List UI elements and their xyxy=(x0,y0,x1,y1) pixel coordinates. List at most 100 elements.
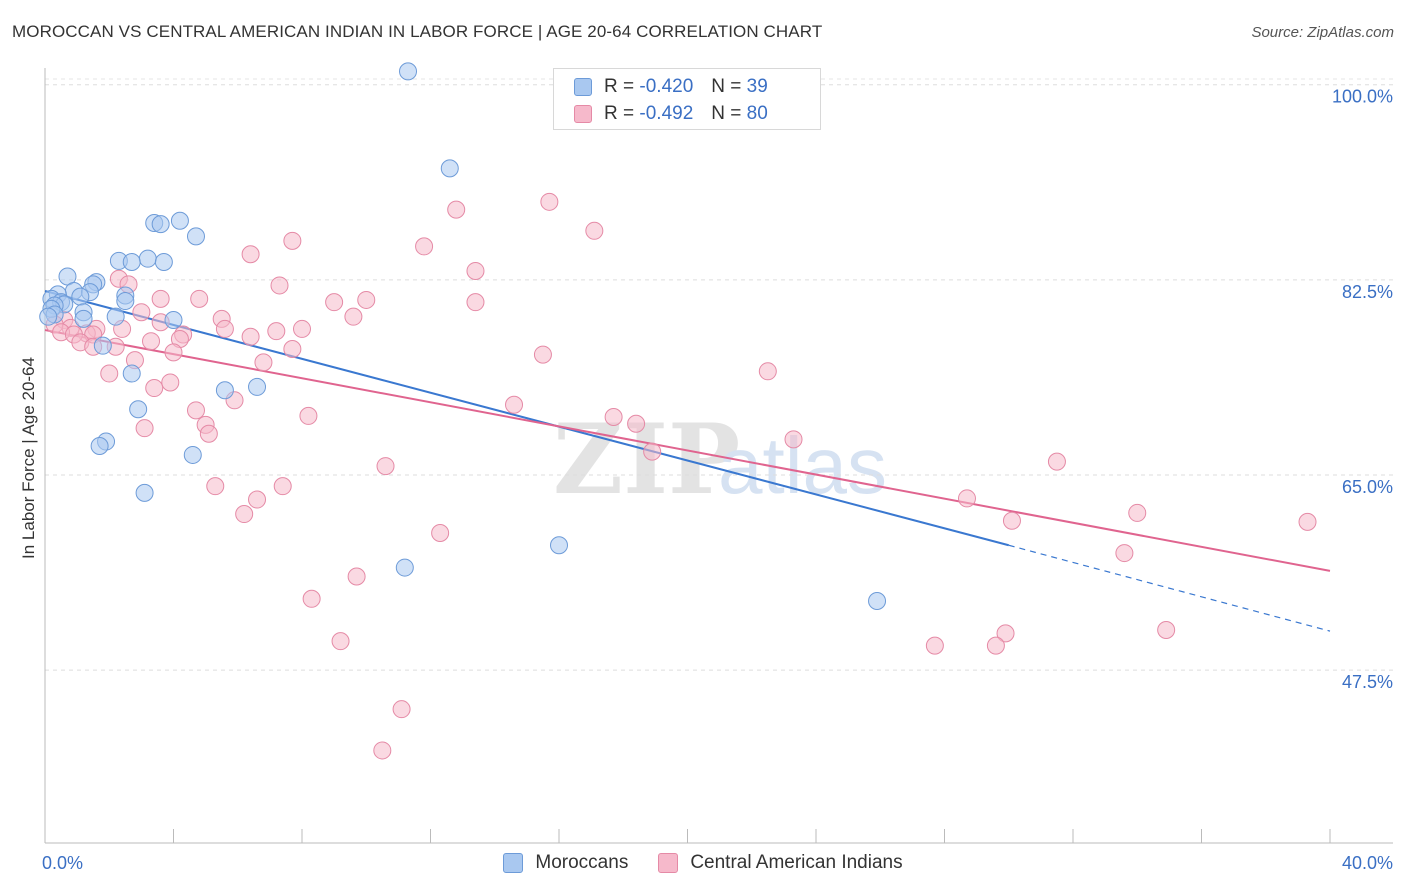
point-central-american-indians xyxy=(325,293,344,312)
point-central-american-indians xyxy=(466,293,485,312)
point-central-american-indians xyxy=(925,636,944,655)
point-central-american-indians xyxy=(164,343,183,362)
bottom-legend-central-american-indians: Central American Indians xyxy=(658,852,903,874)
legend-r-value: -0.492 xyxy=(639,103,694,124)
point-central-american-indians xyxy=(376,457,395,476)
trendline-moroccans-extension xyxy=(1008,544,1331,632)
point-central-american-indians xyxy=(135,419,154,438)
legend-r-value: -0.420 xyxy=(639,76,694,97)
point-central-american-indians xyxy=(1002,511,1021,530)
point-moroccans xyxy=(129,400,148,419)
y-tick-label: 65.0% xyxy=(1342,477,1393,497)
point-moroccans xyxy=(868,592,887,611)
point-central-american-indians xyxy=(151,289,170,308)
watermark-atlas: atlas xyxy=(718,421,887,510)
point-central-american-indians xyxy=(199,424,218,443)
legend-r-label: R = xyxy=(604,103,635,124)
point-moroccans xyxy=(93,336,112,355)
y-tick-label: 82.5% xyxy=(1342,282,1393,302)
point-central-american-indians xyxy=(447,200,466,219)
point-central-american-indians xyxy=(293,319,311,338)
point-central-american-indians xyxy=(1157,621,1176,640)
point-central-american-indians xyxy=(100,364,119,383)
point-moroccans xyxy=(135,483,154,502)
point-central-american-indians xyxy=(585,221,604,240)
y-tick-label: 47.5% xyxy=(1342,672,1393,692)
legend-n-value: 39 xyxy=(746,76,768,97)
legend-swatch-central-american-indians xyxy=(574,105,592,123)
legend-swatch-moroccans xyxy=(574,78,592,96)
bottom-legend-moroccans: Moroccans xyxy=(503,852,628,874)
point-central-american-indians xyxy=(957,489,976,508)
legend-n-label: N = xyxy=(711,103,742,124)
point-central-american-indians xyxy=(758,362,777,381)
point-central-american-indians xyxy=(347,567,366,586)
point-central-american-indians xyxy=(415,237,434,256)
point-moroccans xyxy=(164,311,183,330)
tick-labels: 100.0% 82.5% 65.0% 47.5% 0.0% 40.0% xyxy=(42,87,1393,873)
bottom-legend-label: Moroccans xyxy=(535,852,629,873)
point-central-american-indians xyxy=(215,319,234,338)
point-moroccans xyxy=(183,445,202,464)
point-central-american-indians xyxy=(784,430,803,449)
point-central-american-indians xyxy=(190,289,209,308)
point-moroccans xyxy=(399,62,418,81)
point-central-american-indians xyxy=(132,303,151,322)
bottom-legend-label: Central American Indians xyxy=(690,852,903,873)
legend-row-moroccans: R = -0.420 N = 39 xyxy=(574,74,768,100)
point-central-american-indians xyxy=(186,401,205,420)
point-moroccans xyxy=(39,307,58,326)
point-central-american-indians xyxy=(643,442,662,461)
point-moroccans xyxy=(151,215,170,234)
x-tick-label: 0.0% xyxy=(42,853,83,873)
point-central-american-indians xyxy=(1047,452,1066,471)
point-central-american-indians xyxy=(241,245,260,264)
point-central-american-indians xyxy=(1128,503,1147,522)
legend-row-central-american-indians: R = -0.492 N = 80 xyxy=(574,101,768,127)
point-moroccans xyxy=(138,249,157,268)
point-central-american-indians xyxy=(344,307,363,326)
point-central-american-indians xyxy=(373,741,392,760)
watermark-zip: ZIP xyxy=(553,403,740,516)
point-central-american-indians xyxy=(299,406,318,425)
chart-title: MOROCCAN VS CENTRAL AMERICAN INDIAN IN L… xyxy=(12,22,823,41)
point-central-american-indians xyxy=(533,345,552,364)
legend-n-value: 80 xyxy=(746,103,768,124)
legend: R = -0.420 N = 39 R = -0.492 N = 80 xyxy=(553,68,821,130)
point-central-american-indians xyxy=(273,477,292,496)
point-moroccans xyxy=(71,287,90,306)
axes xyxy=(44,68,1393,844)
point-central-american-indians xyxy=(206,477,225,496)
x-tick-label: 40.0% xyxy=(1342,853,1393,873)
y-tick-label: 100.0% xyxy=(1332,87,1393,107)
point-central-american-indians xyxy=(241,327,260,346)
gridlines xyxy=(45,78,1393,671)
point-central-american-indians xyxy=(145,379,164,398)
point-central-american-indians xyxy=(540,192,559,211)
point-moroccans xyxy=(215,381,234,400)
point-central-american-indians xyxy=(996,624,1015,643)
trendline-moroccans xyxy=(44,290,1010,547)
point-central-american-indians xyxy=(466,261,485,280)
point-moroccans xyxy=(186,227,205,246)
point-moroccans xyxy=(550,536,568,555)
point-central-american-indians xyxy=(267,322,286,341)
point-central-american-indians xyxy=(986,636,1005,655)
point-central-american-indians xyxy=(392,700,411,719)
point-moroccans xyxy=(395,558,414,577)
point-central-american-indians xyxy=(248,490,267,509)
point-central-american-indians xyxy=(604,408,623,427)
point-central-american-indians xyxy=(431,524,450,542)
point-moroccans xyxy=(440,159,459,178)
point-central-american-indians xyxy=(283,231,302,250)
point-central-american-indians xyxy=(254,353,273,372)
trendline-central-american-indians xyxy=(44,329,1331,572)
trendlines xyxy=(44,290,1331,632)
point-central-american-indians xyxy=(1298,512,1317,531)
point-moroccans xyxy=(248,377,267,396)
bottom-legend: Moroccans Central American Indians xyxy=(0,852,1406,874)
point-moroccans xyxy=(122,364,141,383)
point-moroccans xyxy=(90,437,109,456)
y-axis-label: In Labor Force | Age 20-64 xyxy=(19,357,38,559)
